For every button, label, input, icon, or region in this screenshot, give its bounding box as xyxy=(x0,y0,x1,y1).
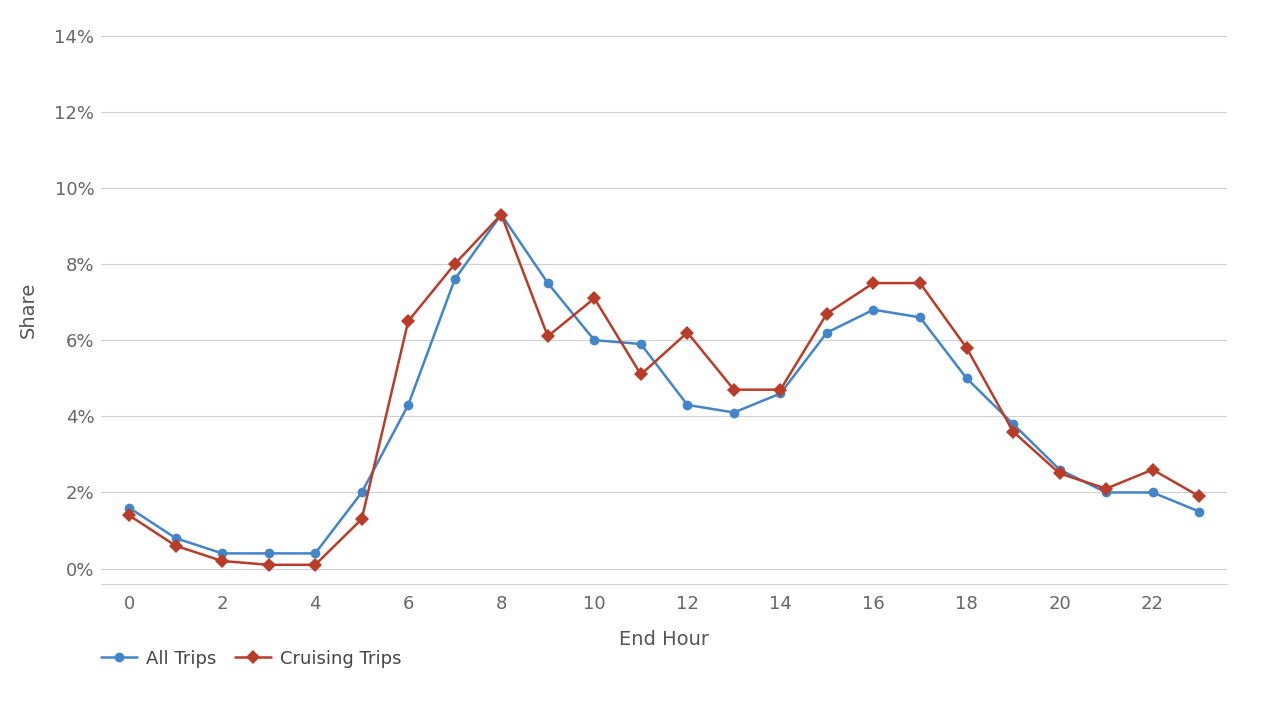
Cruising Trips xyxy=(493,210,509,219)
Cruising Trips xyxy=(820,309,835,318)
Cruising Trips xyxy=(121,511,137,520)
All Trips xyxy=(865,305,880,314)
All Trips xyxy=(1145,488,1160,497)
All Trips xyxy=(168,534,183,543)
Cruising Trips xyxy=(168,542,183,550)
All Trips xyxy=(912,313,927,322)
All Trips xyxy=(540,279,555,288)
Cruising Trips xyxy=(1192,492,1207,501)
All Trips xyxy=(401,401,416,409)
Cruising Trips xyxy=(587,294,602,303)
Cruising Trips xyxy=(1098,484,1113,493)
Cruising Trips xyxy=(726,385,741,394)
All Trips xyxy=(121,503,137,512)
Cruising Trips xyxy=(261,560,276,569)
All Trips xyxy=(493,210,509,219)
Cruising Trips xyxy=(448,260,463,268)
All Trips xyxy=(448,275,463,283)
Cruising Trips xyxy=(354,515,369,523)
All Trips xyxy=(634,340,649,348)
All Trips xyxy=(959,374,974,382)
All Trips xyxy=(1098,488,1113,497)
All Trips xyxy=(261,549,276,557)
All Trips xyxy=(1052,466,1068,474)
Legend: All Trips, Cruising Trips: All Trips, Cruising Trips xyxy=(101,649,401,668)
Cruising Trips xyxy=(679,328,694,337)
All Trips xyxy=(307,549,323,557)
Line: Cruising Trips: Cruising Trips xyxy=(124,209,1204,570)
All Trips xyxy=(773,389,788,398)
Y-axis label: Share: Share xyxy=(19,281,38,338)
Cruising Trips xyxy=(959,343,974,352)
X-axis label: End Hour: End Hour xyxy=(619,629,710,649)
All Trips xyxy=(679,401,694,409)
Cruising Trips xyxy=(912,279,927,288)
All Trips xyxy=(726,408,741,417)
Cruising Trips xyxy=(215,557,230,565)
Cruising Trips xyxy=(773,385,788,394)
Cruising Trips xyxy=(540,332,555,340)
All Trips xyxy=(587,336,602,345)
All Trips xyxy=(215,549,230,557)
All Trips xyxy=(354,488,369,497)
Cruising Trips xyxy=(1052,469,1068,478)
All Trips xyxy=(1006,419,1021,428)
All Trips xyxy=(820,328,835,337)
Cruising Trips xyxy=(1006,427,1021,436)
Line: All Trips: All Trips xyxy=(124,209,1204,558)
All Trips xyxy=(1192,507,1207,515)
Cruising Trips xyxy=(634,370,649,379)
Cruising Trips xyxy=(307,560,323,569)
Cruising Trips xyxy=(1145,466,1160,474)
Cruising Trips xyxy=(865,279,880,288)
Cruising Trips xyxy=(401,317,416,325)
